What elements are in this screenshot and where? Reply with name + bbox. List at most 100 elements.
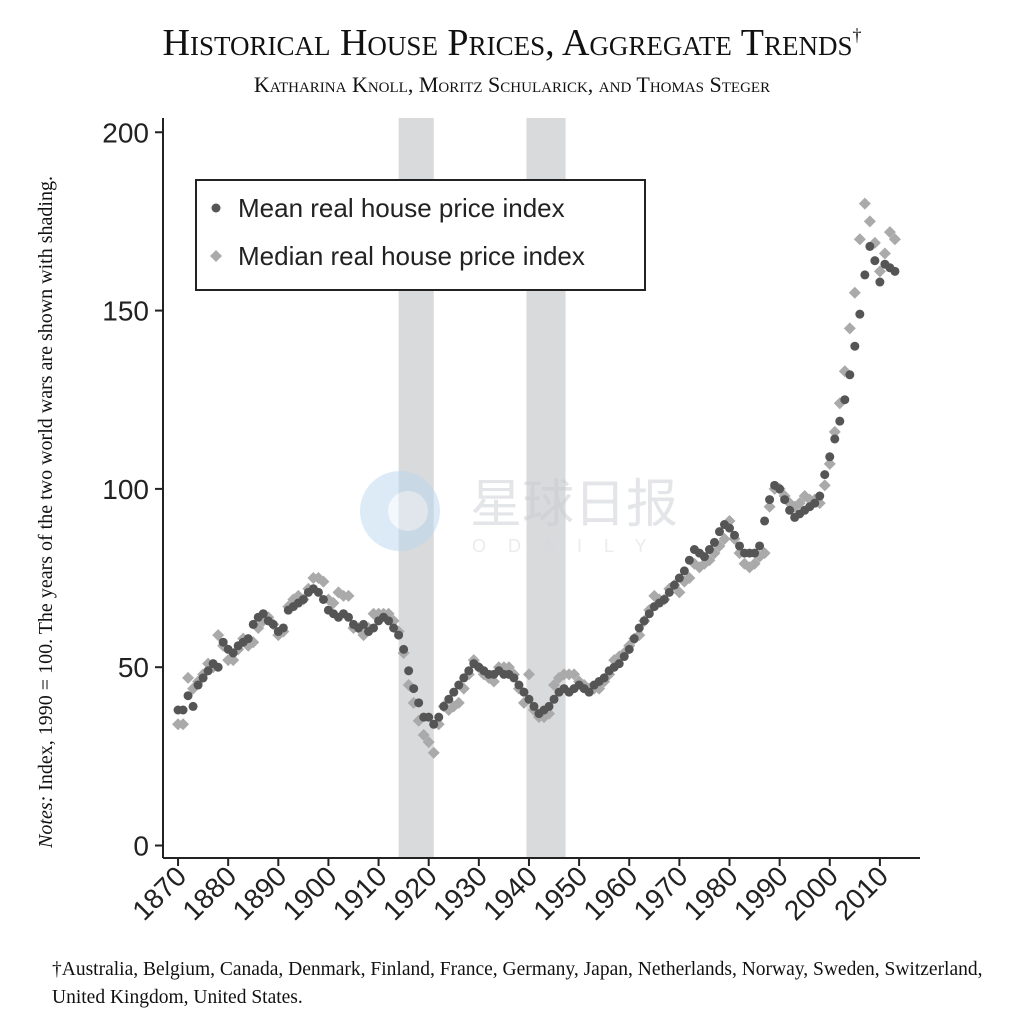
point — [404, 666, 414, 676]
watermark: 星球日报 ODAILY — [360, 471, 678, 556]
point — [213, 662, 223, 672]
point — [409, 684, 419, 694]
x-tick-label: 2010 — [828, 860, 894, 926]
point — [248, 619, 258, 629]
point — [399, 644, 409, 654]
legend: Mean real house price index Median real h… — [195, 179, 646, 291]
point — [855, 309, 865, 319]
point — [850, 341, 860, 351]
point — [714, 527, 724, 537]
point — [342, 589, 355, 602]
x-tick-label: 1890 — [227, 860, 293, 926]
point — [619, 652, 629, 662]
point — [840, 395, 850, 405]
point — [452, 696, 465, 709]
point — [614, 659, 624, 669]
legend-label: Median real house price index — [238, 241, 585, 271]
point — [735, 541, 745, 551]
point — [359, 619, 369, 629]
point — [860, 270, 870, 280]
point — [444, 694, 454, 704]
point — [863, 215, 876, 228]
point — [673, 586, 686, 599]
point — [760, 516, 770, 526]
point — [548, 679, 561, 692]
point — [509, 673, 519, 683]
x-tick-label: 1960 — [578, 860, 644, 926]
point — [183, 691, 193, 701]
point — [318, 594, 328, 604]
point — [514, 680, 524, 690]
point — [810, 498, 820, 508]
plot-area: 星球日报 ODAILY 0 50 100 150 200 1870188018901900… — [102, 117, 920, 926]
point — [218, 637, 228, 647]
point — [313, 587, 323, 597]
point — [758, 547, 771, 560]
point — [674, 573, 684, 583]
notes-label: Notes: — [35, 796, 57, 849]
point — [820, 470, 830, 480]
point — [182, 671, 195, 684]
point — [890, 266, 900, 276]
point — [258, 609, 268, 619]
point — [873, 265, 886, 278]
x-tick-label: 1980 — [678, 860, 744, 926]
point — [848, 286, 861, 299]
x-tick-label: 1900 — [277, 860, 343, 926]
watermark-logo-inner — [388, 491, 428, 531]
point — [888, 233, 901, 246]
point — [865, 241, 875, 251]
point — [544, 701, 554, 711]
x-tick-label: 1930 — [427, 860, 493, 926]
legend-marker — [211, 203, 221, 213]
point — [679, 566, 689, 576]
point — [422, 736, 435, 749]
point — [529, 701, 539, 711]
point — [522, 668, 535, 681]
point — [502, 661, 515, 674]
point — [188, 701, 198, 711]
point — [748, 557, 761, 570]
point — [243, 634, 253, 644]
point — [568, 668, 581, 681]
point — [825, 452, 835, 462]
chart-title-group: Historical House Prices, Aggregate Trend… — [163, 22, 862, 64]
point — [549, 694, 559, 704]
point — [644, 609, 654, 619]
point — [684, 555, 694, 565]
point — [629, 634, 639, 644]
point — [765, 495, 775, 505]
x-tick-label: 1990 — [728, 860, 794, 926]
point — [659, 594, 669, 604]
point — [875, 277, 885, 287]
point — [298, 594, 308, 604]
point — [317, 575, 330, 588]
x-tick-label: 1940 — [477, 860, 543, 926]
point — [203, 666, 213, 676]
point — [704, 545, 714, 555]
point — [417, 728, 430, 741]
x-tick-label: 1880 — [176, 860, 242, 926]
point — [870, 256, 880, 266]
point — [449, 687, 459, 697]
point — [343, 612, 353, 622]
point — [843, 322, 856, 335]
point — [669, 580, 679, 590]
point — [755, 541, 765, 551]
point — [785, 505, 795, 515]
legend-box — [195, 179, 646, 291]
point — [835, 416, 845, 426]
point — [664, 587, 674, 597]
point — [830, 434, 840, 444]
point — [464, 666, 474, 676]
point — [384, 616, 394, 626]
point — [730, 530, 740, 540]
point — [369, 623, 379, 633]
notes-group: Notes: Index, 1990 = 100. The years of t… — [35, 176, 57, 849]
point — [793, 497, 806, 510]
y-tick-label: 50 — [118, 652, 149, 683]
point — [454, 680, 464, 690]
point — [780, 495, 790, 505]
